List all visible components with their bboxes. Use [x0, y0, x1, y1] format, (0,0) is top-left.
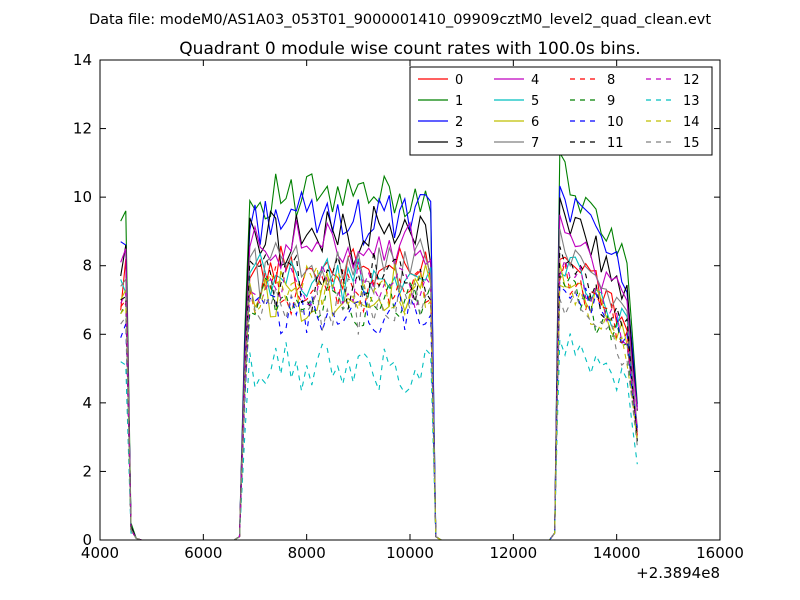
legend-label-3: 3	[455, 136, 463, 151]
legend-label-5: 5	[531, 94, 539, 109]
legend-label-4: 4	[531, 73, 539, 88]
axes: 4000 6000 8000 10000 12000 14000 1600002468101…	[73, 51, 744, 562]
chart-suptitle: Data file: modeM0/AS1A03_053T01_90000014…	[89, 12, 711, 28]
series-line-3	[120, 197, 638, 541]
y-tick-label: 8	[82, 257, 92, 275]
legend-label-7: 7	[531, 136, 539, 151]
legend-label-11: 11	[607, 136, 624, 151]
y-tick-label: 4	[82, 394, 92, 412]
legend-label-6: 6	[531, 115, 539, 130]
legend-label-2: 2	[455, 115, 463, 130]
y-tick-label: 2	[82, 462, 92, 480]
x-tick-label: 12000	[489, 544, 537, 562]
x-tick-label: 14000	[593, 544, 641, 562]
plot-lines	[120, 150, 638, 541]
series-line-12	[120, 257, 638, 541]
legend-label-14: 14	[683, 115, 700, 130]
y-tick-label: 12	[73, 120, 92, 138]
legend-label-10: 10	[607, 115, 624, 130]
x-tick-label: 16000	[696, 544, 744, 562]
legend-label-8: 8	[607, 73, 615, 88]
y-tick-label: 0	[82, 531, 92, 549]
series-line-10	[120, 284, 638, 541]
series-line-15	[120, 278, 638, 541]
x-tick-label: 10000	[386, 544, 434, 562]
legend-label-12: 12	[683, 73, 700, 88]
series-line-2	[120, 185, 638, 541]
x-offset-label: +2.3894e8	[636, 564, 720, 582]
legend-label-9: 9	[607, 94, 615, 109]
legend-box	[409, 66, 713, 156]
x-tick-label: 4000	[81, 544, 119, 562]
y-tick-label: 10	[73, 188, 92, 206]
legend-label-15: 15	[683, 136, 700, 151]
y-tick-label: 14	[73, 51, 92, 69]
legend-label-13: 13	[683, 94, 700, 109]
series-line-9	[120, 274, 638, 541]
legend-label-1: 1	[455, 94, 463, 109]
series-line-7	[120, 228, 638, 541]
y-tick-label: 6	[82, 325, 92, 343]
series-line-11	[120, 246, 638, 541]
series-line-13	[120, 333, 638, 541]
series-line-14	[120, 264, 638, 541]
chart-title: Quadrant 0 module wise count rates with …	[179, 39, 640, 59]
series-line-0	[120, 245, 638, 541]
legend-label-0: 0	[455, 73, 463, 88]
x-tick-label: 6000	[184, 544, 222, 562]
x-tick-label: 8000	[288, 544, 326, 562]
